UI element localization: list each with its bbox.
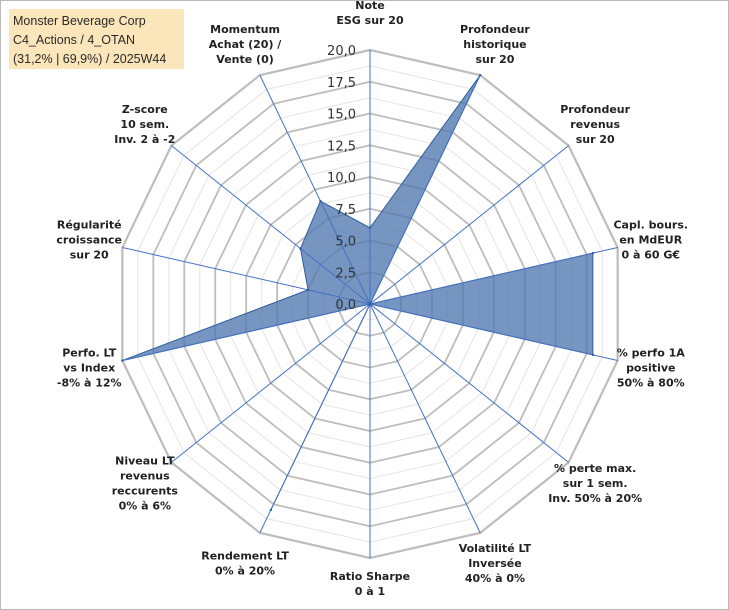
title-line-2: C4_Actions / 4_OTAN [13, 33, 136, 47]
axis-spoke [369, 303, 569, 463]
category-label: Régularité croissance sur 20 [56, 218, 122, 261]
axis-spoke [369, 303, 481, 534]
data-point [368, 226, 372, 229]
axis-spoke [122, 246, 371, 305]
axis-spoke [171, 145, 371, 305]
axis-spoke [369, 145, 569, 305]
tick-label: 12,5 [327, 139, 356, 154]
chart-title-box: Monster Beverage Corp C4_Actions / 4_OTA… [9, 9, 184, 69]
tick-label: 17,5 [327, 76, 356, 91]
category-label: Note ESG sur 20 [336, 1, 404, 27]
tick-label: 2,5 [335, 266, 356, 281]
axis-spoke [369, 246, 618, 305]
axis-spoke [259, 74, 371, 305]
data-point [479, 73, 482, 77]
data-point [591, 251, 595, 255]
data-point [269, 508, 273, 512]
category-label: % perfo 1A positive 50% à 80% [617, 347, 685, 390]
data-point [319, 199, 322, 203]
tick-label: 5,0 [335, 235, 356, 250]
axis-spoke [122, 303, 371, 362]
title-line-3: (31,2% | 69,9%) / 2025W44 [13, 52, 167, 66]
axis-spoke [171, 303, 371, 463]
category-label: % perte max. sur 1 sem. Inv. 50% à 20% [548, 462, 642, 505]
category-label: Capl. bours. en MdEUR 0 à 60 G€ [613, 218, 688, 261]
tick-label: 10,0 [327, 171, 356, 186]
category-label: Volatilité LT Inversée 40% à 0% [459, 542, 532, 585]
category-label: Profondeur historique sur 20 [460, 23, 530, 66]
axis-spoke [369, 74, 481, 305]
tick-label: 0,0 [335, 298, 356, 313]
data-point [299, 247, 302, 250]
title-line-1: Monster Beverage Corp [13, 14, 146, 28]
tick-label: 7,5 [335, 203, 356, 218]
category-label: Rendement LT 0% à 20% [201, 549, 289, 577]
category-label: Profondeur revenus sur 20 [560, 103, 630, 146]
category-label: Momentum Achat (20) / Vente (0) [209, 23, 283, 66]
category-label: Niveau LT revenus reccurents 0% à 6% [112, 455, 179, 513]
data-point [591, 353, 595, 357]
category-label: Perfo. LT vs Index -8% à 12% [57, 347, 122, 390]
data-point [306, 288, 310, 292]
axis-spoke [369, 303, 618, 362]
tick-label: 20,0 [327, 44, 356, 59]
axis-spoke [259, 303, 371, 534]
category-label: Ratio Sharpe 0 à 1 [330, 570, 410, 598]
data-point [121, 359, 124, 362]
category-label: Z-score 10 sem. Inv. 2 à -2 [114, 103, 175, 146]
tick-label: 15,0 [327, 108, 356, 123]
data-point [368, 302, 372, 306]
